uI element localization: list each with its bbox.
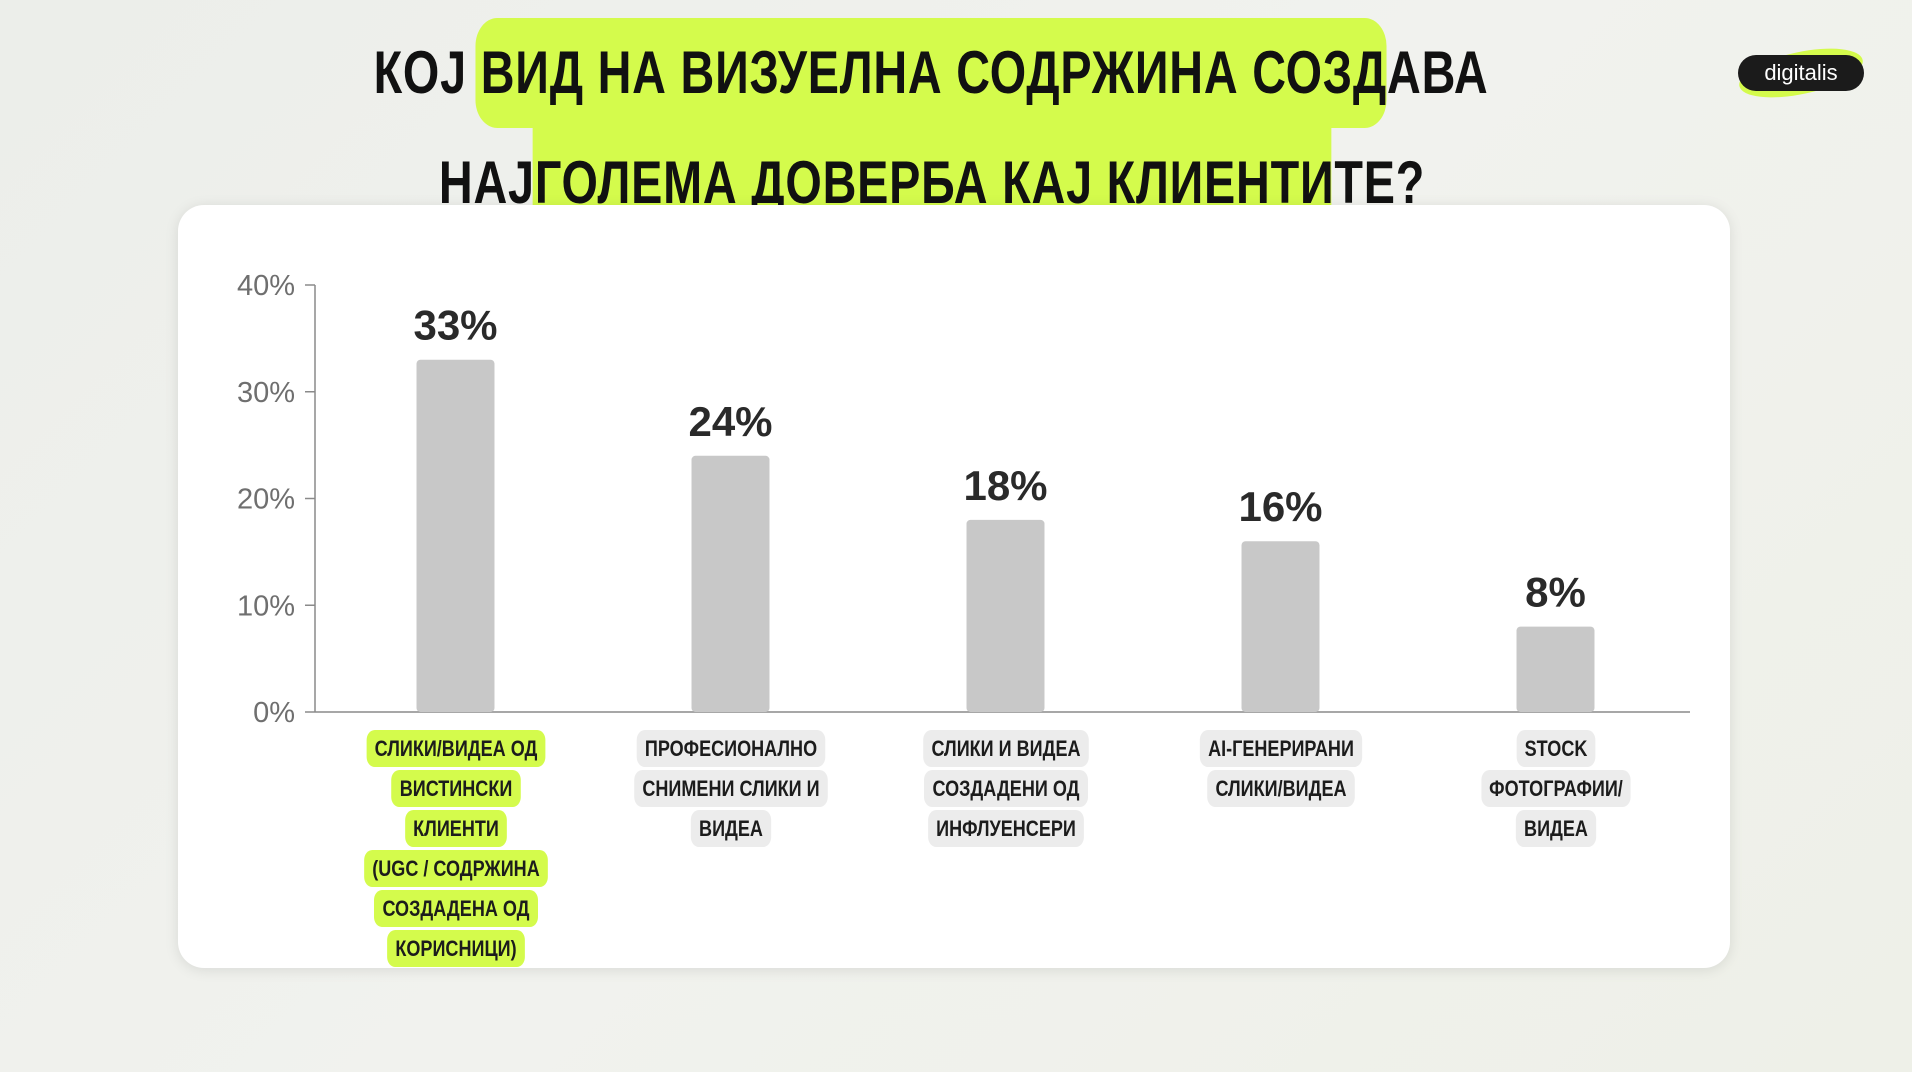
category-label-line: ВИДЕА: [690, 810, 771, 847]
category-label-line: ИНФЛУЕНСЕРИ: [927, 810, 1084, 847]
category-label: ПРОФЕСИОНАЛНО СНИМЕНИ СЛИКИ И ВИДЕА: [632, 729, 829, 849]
category-label: STOCK ФОТОГРАФИИ/ВИДЕА: [1457, 729, 1654, 849]
bar-value-label: 24%: [688, 398, 772, 445]
bar-value-label: 16%: [1238, 483, 1322, 530]
logo-text: digitalis: [1738, 55, 1864, 91]
y-tick-label: 10%: [237, 590, 295, 622]
bar-chart: 0% 10% 20% 30% 40% 33% 24% 18% 16% 8%: [237, 270, 1690, 729]
bar: [416, 359, 495, 712]
category-label-line: СОЗДАДЕНИ ОД: [923, 770, 1088, 807]
y-tick-label: 20%: [237, 484, 295, 516]
digitalis-logo: digitalis: [1735, 39, 1867, 107]
category-label-line: СЛИКИ/ВИДЕА: [1206, 770, 1355, 807]
category-label: AI-ГЕНЕРИРАНИ СЛИКИ/ВИДЕА: [1182, 729, 1379, 809]
y-tick-label: 40%: [237, 270, 295, 302]
category-label: СЛИКИ/ВИДЕА ОД ВИСТИНСКИ КЛИЕНТИ (UGC / СО…: [357, 729, 554, 969]
category-label-line: ФОТОГРАФИИ/: [1480, 770, 1631, 807]
category-label-line: ПРОФЕСИОНАЛНО: [636, 730, 825, 767]
category-label-line: КОРИСНИЦИ): [386, 930, 525, 967]
category-label-line: СНИМЕНИ СЛИКИ И: [633, 770, 828, 807]
bar: [966, 519, 1045, 712]
title-text-2: НАЈГОЛЕМА ДОВЕРБА КАЈ КЛИЕНТИТЕ?: [438, 149, 1426, 216]
bar-value-label: 33%: [413, 302, 497, 349]
category-label-line: AI-ГЕНЕРИРАНИ: [1199, 730, 1362, 767]
category-label-line: STOCK: [1515, 730, 1596, 767]
y-tick-label: 30%: [237, 377, 295, 409]
title-text-1: КОЈ ВИД НА ВИЗУЕЛНА СОДРЖИНА СОЗДАВА: [373, 39, 1489, 106]
bar: [1241, 541, 1320, 712]
y-tick-label: 0%: [253, 697, 295, 729]
category-label: СЛИКИ И ВИДЕА СОЗДАДЕНИ ОД ИНФЛУЕНСЕРИ: [907, 729, 1104, 849]
bar-value-label: 8%: [1525, 569, 1586, 616]
bar: [1516, 626, 1595, 712]
category-label-line: СЛИКИ/ВИДЕА ОД: [365, 730, 546, 767]
category-label-line: СОЗДАДЕНА ОД: [373, 890, 538, 927]
category-label-line: СЛИКИ И ВИДЕА: [922, 730, 1089, 767]
chart-card: 0% 10% 20% 30% 40% 33% 24% 18% 16% 8% СЛИКИ/ВИДЕА…: [178, 205, 1730, 968]
category-label-line: (UGC / СОДРЖИНА: [363, 850, 548, 887]
category-label-line: ВИСТИНСКИ КЛИЕНТИ: [391, 770, 520, 847]
bar: [691, 455, 770, 712]
bar-value-label: 18%: [963, 462, 1047, 509]
title-line-1: КОЈ ВИД НА ВИЗУЕЛНА СОДРЖИНА СОЗДАВА: [374, 18, 1488, 128]
category-label-line: ВИДЕА: [1515, 810, 1596, 847]
